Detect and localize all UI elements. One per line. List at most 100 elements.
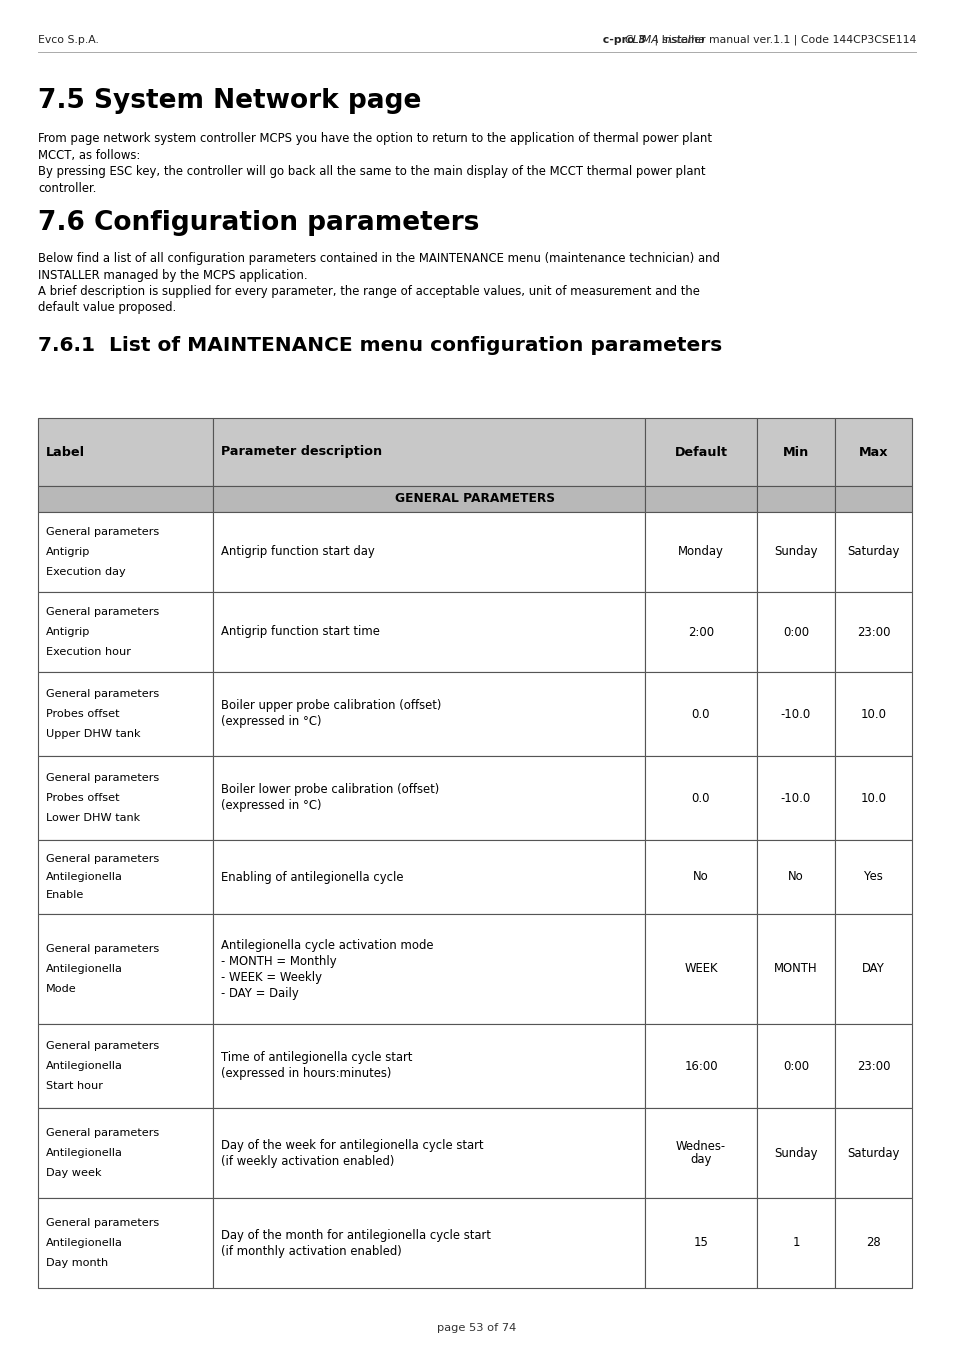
Text: 0:00: 0:00	[782, 1059, 808, 1073]
Bar	[38, 486, 213, 512]
Bar	[38, 1108, 213, 1198]
Text: - WEEK = Weekly: - WEEK = Weekly	[221, 970, 322, 984]
Text: Boiler lower probe calibration (offset): Boiler lower probe calibration (offset)	[221, 784, 438, 797]
Bar	[644, 1024, 757, 1108]
Text: Time of antilegionella cycle start: Time of antilegionella cycle start	[221, 1051, 412, 1065]
Text: General parameters: General parameters	[46, 1042, 159, 1051]
Text: (if monthly activation enabled): (if monthly activation enabled)	[221, 1244, 401, 1258]
Bar	[38, 671, 213, 757]
Bar	[644, 757, 757, 840]
Bar	[644, 671, 757, 757]
Bar	[757, 1198, 834, 1288]
Text: INSTALLER managed by the MCPS application.: INSTALLER managed by the MCPS applicatio…	[38, 269, 307, 281]
Bar	[644, 417, 757, 486]
Text: GENERAL PARAMETERS: GENERAL PARAMETERS	[395, 493, 555, 505]
Text: (expressed in °C): (expressed in °C)	[221, 716, 321, 728]
Bar	[757, 671, 834, 757]
Text: General parameters: General parameters	[46, 773, 159, 784]
Text: DAY: DAY	[862, 962, 884, 975]
Text: Sunday: Sunday	[774, 1147, 817, 1159]
Text: 10.0: 10.0	[860, 708, 885, 720]
Text: Min: Min	[782, 446, 808, 458]
Bar	[644, 915, 757, 1024]
Text: Execution day: Execution day	[46, 567, 126, 577]
Bar	[38, 512, 213, 592]
Text: General parameters: General parameters	[46, 854, 159, 863]
Bar	[213, 592, 644, 671]
Bar	[38, 1024, 213, 1108]
Text: Antilegionella: Antilegionella	[46, 871, 123, 882]
Text: Below find a list of all configuration parameters contained in the MAINTENANCE m: Below find a list of all configuration p…	[38, 253, 720, 265]
Bar	[834, 915, 911, 1024]
Text: Boiler upper probe calibration (offset): Boiler upper probe calibration (offset)	[221, 700, 441, 712]
Text: day: day	[690, 1154, 711, 1166]
Bar	[757, 512, 834, 592]
Bar	[834, 757, 911, 840]
Text: default value proposed.: default value proposed.	[38, 301, 176, 315]
Bar	[38, 757, 213, 840]
Text: Mode: Mode	[46, 984, 76, 994]
Text: controller.: controller.	[38, 181, 96, 195]
Text: General parameters: General parameters	[46, 1128, 159, 1138]
Text: Antigrip: Antigrip	[46, 547, 91, 557]
Text: Start hour: Start hour	[46, 1081, 103, 1092]
Bar	[213, 486, 644, 512]
Text: Antilegionella: Antilegionella	[46, 1061, 123, 1071]
Bar	[757, 840, 834, 915]
Bar	[644, 592, 757, 671]
Text: General parameters: General parameters	[46, 1219, 159, 1228]
Text: 0.0: 0.0	[691, 792, 709, 804]
Text: 23:00: 23:00	[856, 626, 889, 639]
Bar	[213, 1198, 644, 1288]
Text: By pressing ESC key, the controller will go back all the same to the main displa: By pressing ESC key, the controller will…	[38, 165, 705, 178]
Text: Evco S.p.A.: Evco S.p.A.	[38, 35, 99, 45]
Bar	[757, 592, 834, 671]
Bar	[644, 840, 757, 915]
Text: - MONTH = Monthly: - MONTH = Monthly	[221, 955, 336, 967]
Text: MONTH: MONTH	[774, 962, 817, 975]
Bar	[644, 512, 757, 592]
Text: Antilegionella: Antilegionella	[46, 1148, 123, 1158]
Bar	[213, 1108, 644, 1198]
Bar	[834, 417, 911, 486]
Text: Day of the month for antilegionella cycle start: Day of the month for antilegionella cycl…	[221, 1228, 491, 1242]
Text: - DAY = Daily: - DAY = Daily	[221, 986, 298, 1000]
Text: (expressed in °C): (expressed in °C)	[221, 800, 321, 812]
Text: Label: Label	[46, 446, 85, 458]
Text: Upper DHW tank: Upper DHW tank	[46, 730, 140, 739]
Text: 7.5 System Network page: 7.5 System Network page	[38, 88, 421, 113]
Text: 16:00: 16:00	[683, 1059, 717, 1073]
Bar	[213, 671, 644, 757]
Text: General parameters: General parameters	[46, 689, 159, 698]
Text: Antigrip function start time: Antigrip function start time	[221, 626, 379, 639]
Text: 7.6.1  List of MAINTENANCE menu configuration parameters: 7.6.1 List of MAINTENANCE menu configura…	[38, 336, 721, 355]
Bar	[38, 417, 213, 486]
Bar	[757, 1024, 834, 1108]
Text: 1: 1	[791, 1236, 799, 1250]
Text: Default: Default	[674, 446, 727, 458]
Bar	[834, 671, 911, 757]
Bar	[834, 1108, 911, 1198]
Text: Antilegionella cycle activation mode: Antilegionella cycle activation mode	[221, 939, 433, 951]
Bar	[757, 417, 834, 486]
Text: General parameters: General parameters	[46, 607, 159, 617]
Text: | Installer manual ver.1.1 | Code 144CP3CSE114: | Installer manual ver.1.1 | Code 144CP3…	[650, 35, 915, 45]
Text: General parameters: General parameters	[46, 527, 159, 536]
Bar	[38, 840, 213, 915]
Text: Antigrip: Antigrip	[46, 627, 91, 638]
Bar	[757, 1108, 834, 1198]
Text: General parameters: General parameters	[46, 944, 159, 954]
Text: 15: 15	[693, 1236, 708, 1250]
Text: 23:00: 23:00	[856, 1059, 889, 1073]
Text: Enabling of antilegionella cycle: Enabling of antilegionella cycle	[221, 870, 403, 884]
Bar	[757, 486, 834, 512]
Bar	[834, 1198, 911, 1288]
Text: (if weekly activation enabled): (if weekly activation enabled)	[221, 1155, 394, 1167]
Text: Day of the week for antilegionella cycle start: Day of the week for antilegionella cycle…	[221, 1139, 483, 1151]
Bar	[834, 1024, 911, 1108]
Text: Saturday: Saturday	[846, 546, 899, 558]
Bar	[757, 915, 834, 1024]
Text: A brief description is supplied for every parameter, the range of acceptable val: A brief description is supplied for ever…	[38, 285, 700, 299]
Text: -10.0: -10.0	[781, 708, 810, 720]
Text: Sunday: Sunday	[774, 546, 817, 558]
